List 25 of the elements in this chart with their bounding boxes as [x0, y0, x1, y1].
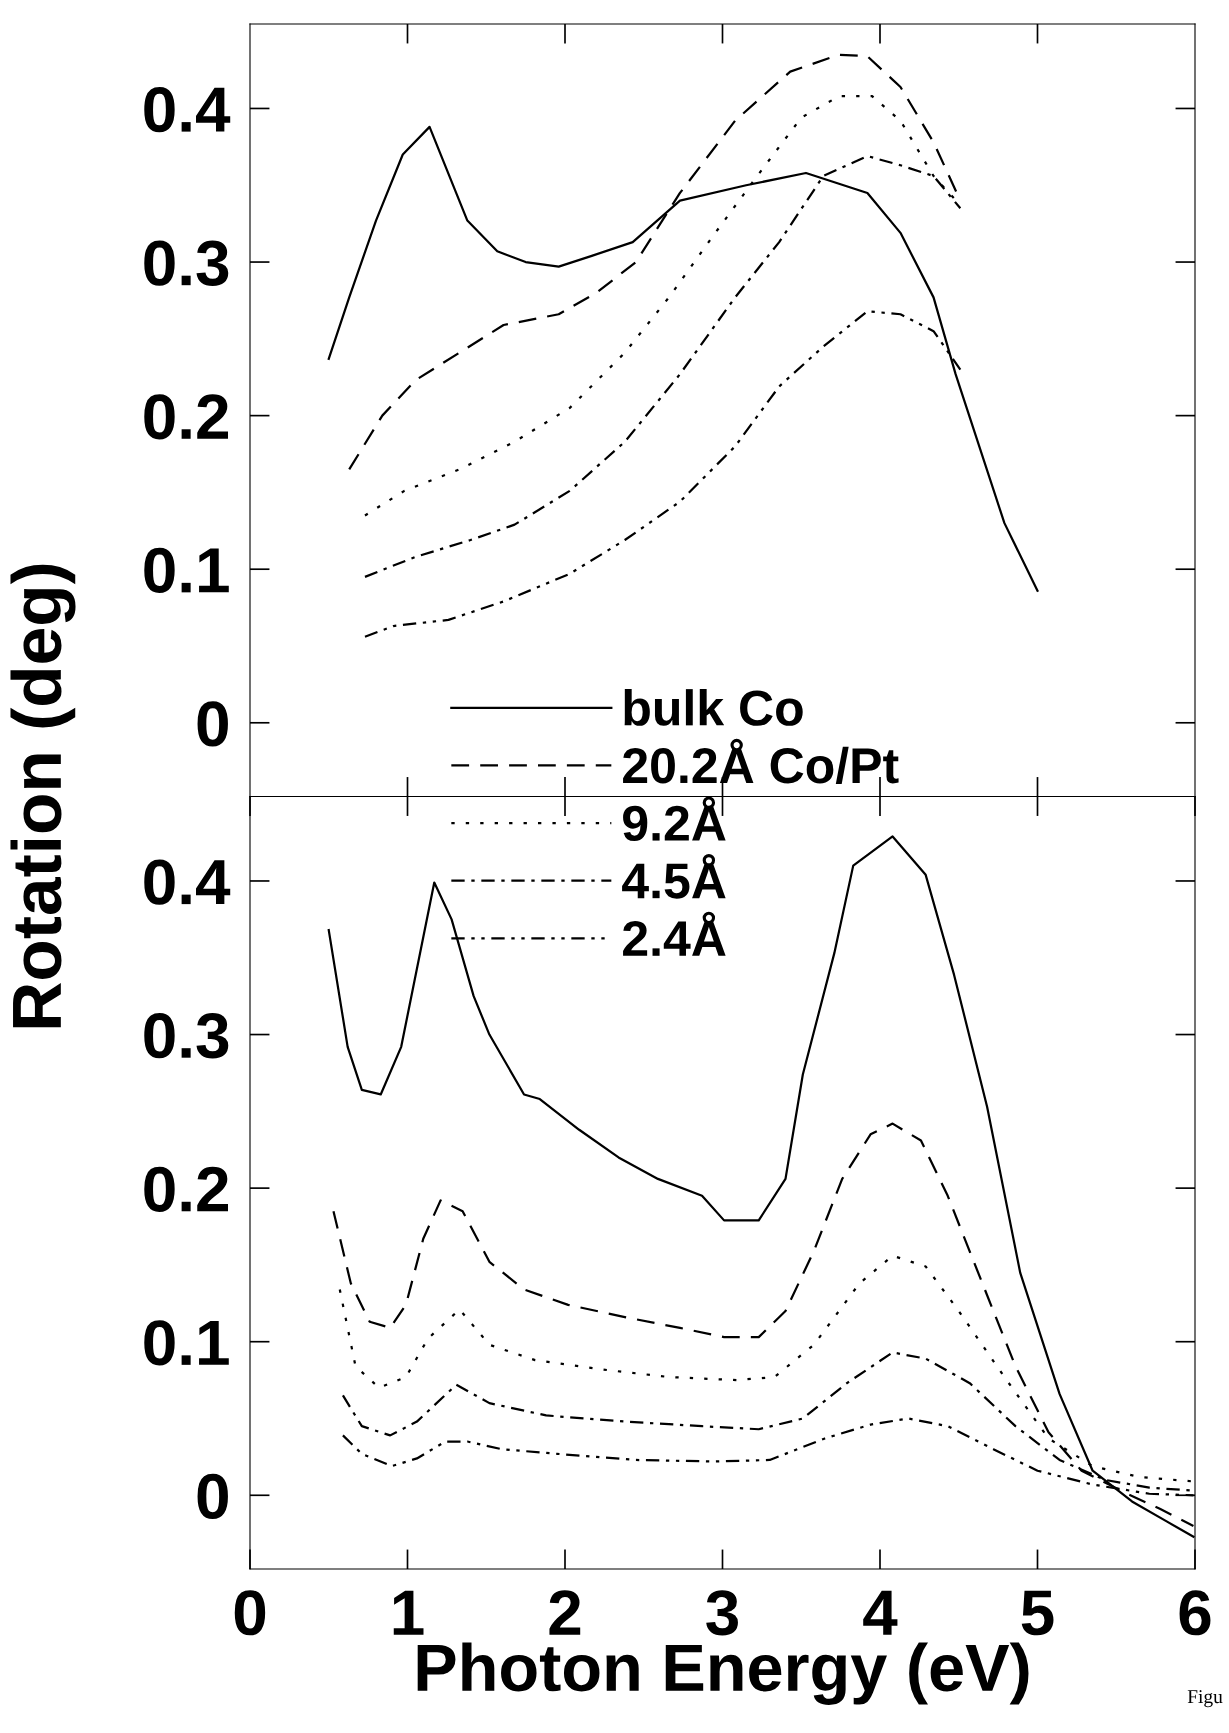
legend-label: 20.2Å Co/Pt: [623, 738, 899, 784]
y-tick-label: 0.3: [144, 240, 229, 286]
x-tick-label: 5: [1021, 1590, 1054, 1636]
y-tick-label: 0: [197, 1473, 228, 1520]
x-tick-label: 0: [234, 1590, 266, 1636]
y-tick-label: 0.3: [144, 1013, 229, 1059]
text: Figu: [1187, 1690, 1223, 1708]
y-tick-label: 0.2: [144, 394, 228, 440]
legend-label: 2.4Å: [623, 911, 726, 956]
legend-label: bulk Co: [624, 689, 803, 726]
x-tick-label: 1: [393, 1590, 424, 1635]
x-tick-label: 2: [549, 1590, 581, 1635]
y-tick-label: 0: [197, 701, 228, 747]
y-tick-label: 0.1: [144, 547, 229, 593]
y-tick-label: 0.2: [144, 1166, 228, 1212]
x-tick-label: 4: [863, 1590, 898, 1635]
y-tick-label: 0.4: [144, 87, 231, 133]
y-tick-label: 0.1: [144, 1320, 229, 1366]
y-tick-label: 0.4: [144, 859, 231, 905]
x-tick-label: 3: [706, 1590, 738, 1636]
legend-label: 9.2Å: [623, 796, 726, 842]
legend-label: 4.5Å: [622, 854, 726, 899]
y-axis-title: Rotation (deg): [10, 564, 76, 1028]
x-tick-label: 6: [1179, 1590, 1211, 1636]
x-axis-title: Photon Energy (eV): [417, 1642, 1029, 1705]
